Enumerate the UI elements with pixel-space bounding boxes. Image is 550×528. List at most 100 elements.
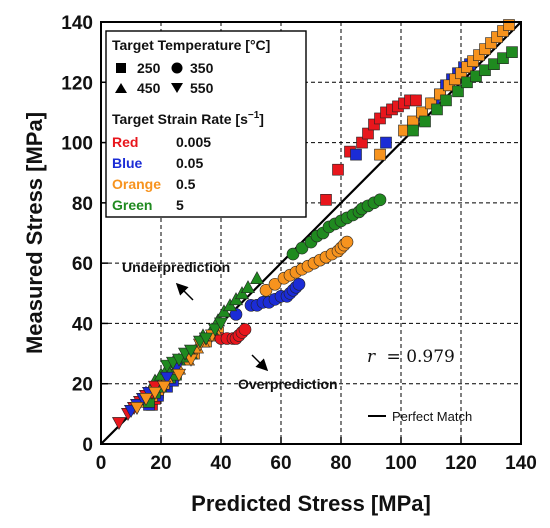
square-marker-icon (116, 63, 126, 73)
underprediction-arrow (175, 282, 194, 301)
plot-frame (100, 21, 522, 445)
square-data-point (461, 76, 473, 89)
triangle-down-data-point (171, 368, 187, 382)
circle-data-point (286, 247, 300, 261)
legend-temp-label: 350 (190, 60, 214, 76)
circle-data-point (373, 193, 387, 207)
legend-strain-rate-superscript: −1 (248, 110, 260, 121)
y-tick-label: 120 (61, 73, 93, 94)
y-tick-label: 60 (72, 254, 93, 275)
square-data-point (368, 118, 380, 131)
square-data-point (443, 79, 455, 92)
legend: Target Temperature [°C] 250 350 450 550 … (105, 30, 307, 218)
triangle-down-data-point (129, 402, 145, 415)
square-data-point (470, 70, 482, 83)
square-data-point (485, 37, 497, 49)
square-data-point (479, 43, 491, 55)
y-tick-label: 40 (72, 314, 93, 335)
square-data-point (380, 136, 392, 149)
circle-data-point (268, 277, 282, 291)
y-tick-label: 0 (82, 435, 93, 456)
square-data-point (449, 73, 461, 86)
circle-data-point (340, 235, 354, 249)
legend-temp-450: 450 (115, 80, 161, 96)
overprediction-label: Overprediction (238, 376, 338, 392)
triangle-down-data-point (171, 353, 187, 367)
underprediction-label: Underprediction (122, 259, 230, 275)
square-data-point (479, 64, 491, 77)
legend-rate-value: 5 (176, 197, 184, 213)
square-data-point (425, 97, 437, 110)
square-data-point (467, 55, 479, 67)
square-data-point (356, 136, 368, 149)
square-data-point (497, 52, 509, 64)
legend-box (105, 30, 307, 218)
square-data-point (488, 58, 500, 71)
triangle-down-data-point (156, 380, 172, 394)
circle-data-point (229, 308, 243, 321)
square-data-point (374, 112, 386, 125)
square-data-point (452, 85, 464, 98)
x-tick-label: 40 (210, 453, 231, 474)
square-data-point (419, 115, 431, 128)
y-axis-label: Measured Stress [MPa] (22, 112, 47, 354)
square-data-point (440, 94, 452, 107)
y-tick-label: 140 (61, 13, 93, 34)
legend-temp-250: 250 (116, 60, 161, 76)
legend-rate-green: Green 5 (112, 197, 184, 213)
legend-rate-blue: Blue 0.05 (112, 155, 203, 171)
triangle-up-marker-icon (115, 83, 127, 93)
y-tick-label: 80 (72, 194, 93, 215)
x-tick-label: 60 (270, 453, 291, 474)
x-tick-label: 0 (96, 453, 107, 474)
square-data-point (491, 31, 503, 43)
legend-temp-label: 550 (190, 80, 214, 96)
axis-ticks: 0 20 40 60 80 100 120 140 0 20 40 60 80 100 120 140 (61, 13, 537, 474)
square-data-point (374, 148, 386, 161)
square-data-point (407, 124, 419, 137)
x-tick-label: 80 (330, 453, 351, 474)
overprediction-arrow (251, 354, 269, 372)
legend-temp-550: 550 (171, 80, 214, 96)
y-tick-label: 20 (72, 375, 93, 396)
triangle-down-data-point (183, 344, 199, 358)
legend-rate-red: Red 0.005 (112, 134, 211, 150)
circle-data-point (259, 283, 273, 297)
data-points (111, 19, 518, 431)
circle-marker-icon (171, 62, 183, 74)
x-tick-label: 20 (150, 453, 171, 474)
square-data-point (350, 148, 362, 161)
r-value: r = 0.979 (367, 347, 455, 367)
square-data-point (320, 194, 332, 206)
square-data-point (503, 19, 515, 31)
triangle-down-data-point (198, 332, 214, 346)
legend-temp-label: 250 (137, 60, 161, 76)
legend-rate-color-name: Green (112, 197, 152, 213)
legend-rate-color-name: Blue (112, 155, 143, 171)
y-tick-label: 100 (61, 134, 93, 155)
square-data-point (362, 127, 374, 140)
square-data-point (332, 163, 344, 176)
square-data-point (506, 46, 518, 58)
triangle-up-data-point (249, 271, 265, 285)
square-data-point (410, 94, 422, 107)
circle-data-point (238, 323, 252, 336)
legend-rate-orange: Orange 0.5 (112, 176, 196, 192)
legend-rate-value: 0.5 (176, 176, 196, 192)
triangle-down-data-point (213, 317, 229, 331)
x-tick-label: 140 (505, 453, 537, 474)
r-symbol: r (367, 347, 376, 367)
legend-strain-rate-title: Target Strain Rate [s−1] (112, 110, 264, 127)
perfect-match-legend-label: Perfect Match (392, 409, 472, 424)
square-data-point (497, 25, 509, 37)
square-data-point (473, 49, 485, 61)
legend-temperature-title: Target Temperature [°C] (112, 37, 270, 53)
x-tick-label: 120 (445, 453, 477, 474)
legend-rate-color-name: Orange (112, 176, 161, 192)
legend-rate-value: 0.005 (176, 134, 211, 150)
triangle-down-data-point (111, 417, 127, 431)
legend-rate-value: 0.05 (176, 155, 203, 171)
circle-data-point (295, 241, 309, 255)
x-axis-label: Predicted Stress [MPa] (191, 491, 431, 516)
